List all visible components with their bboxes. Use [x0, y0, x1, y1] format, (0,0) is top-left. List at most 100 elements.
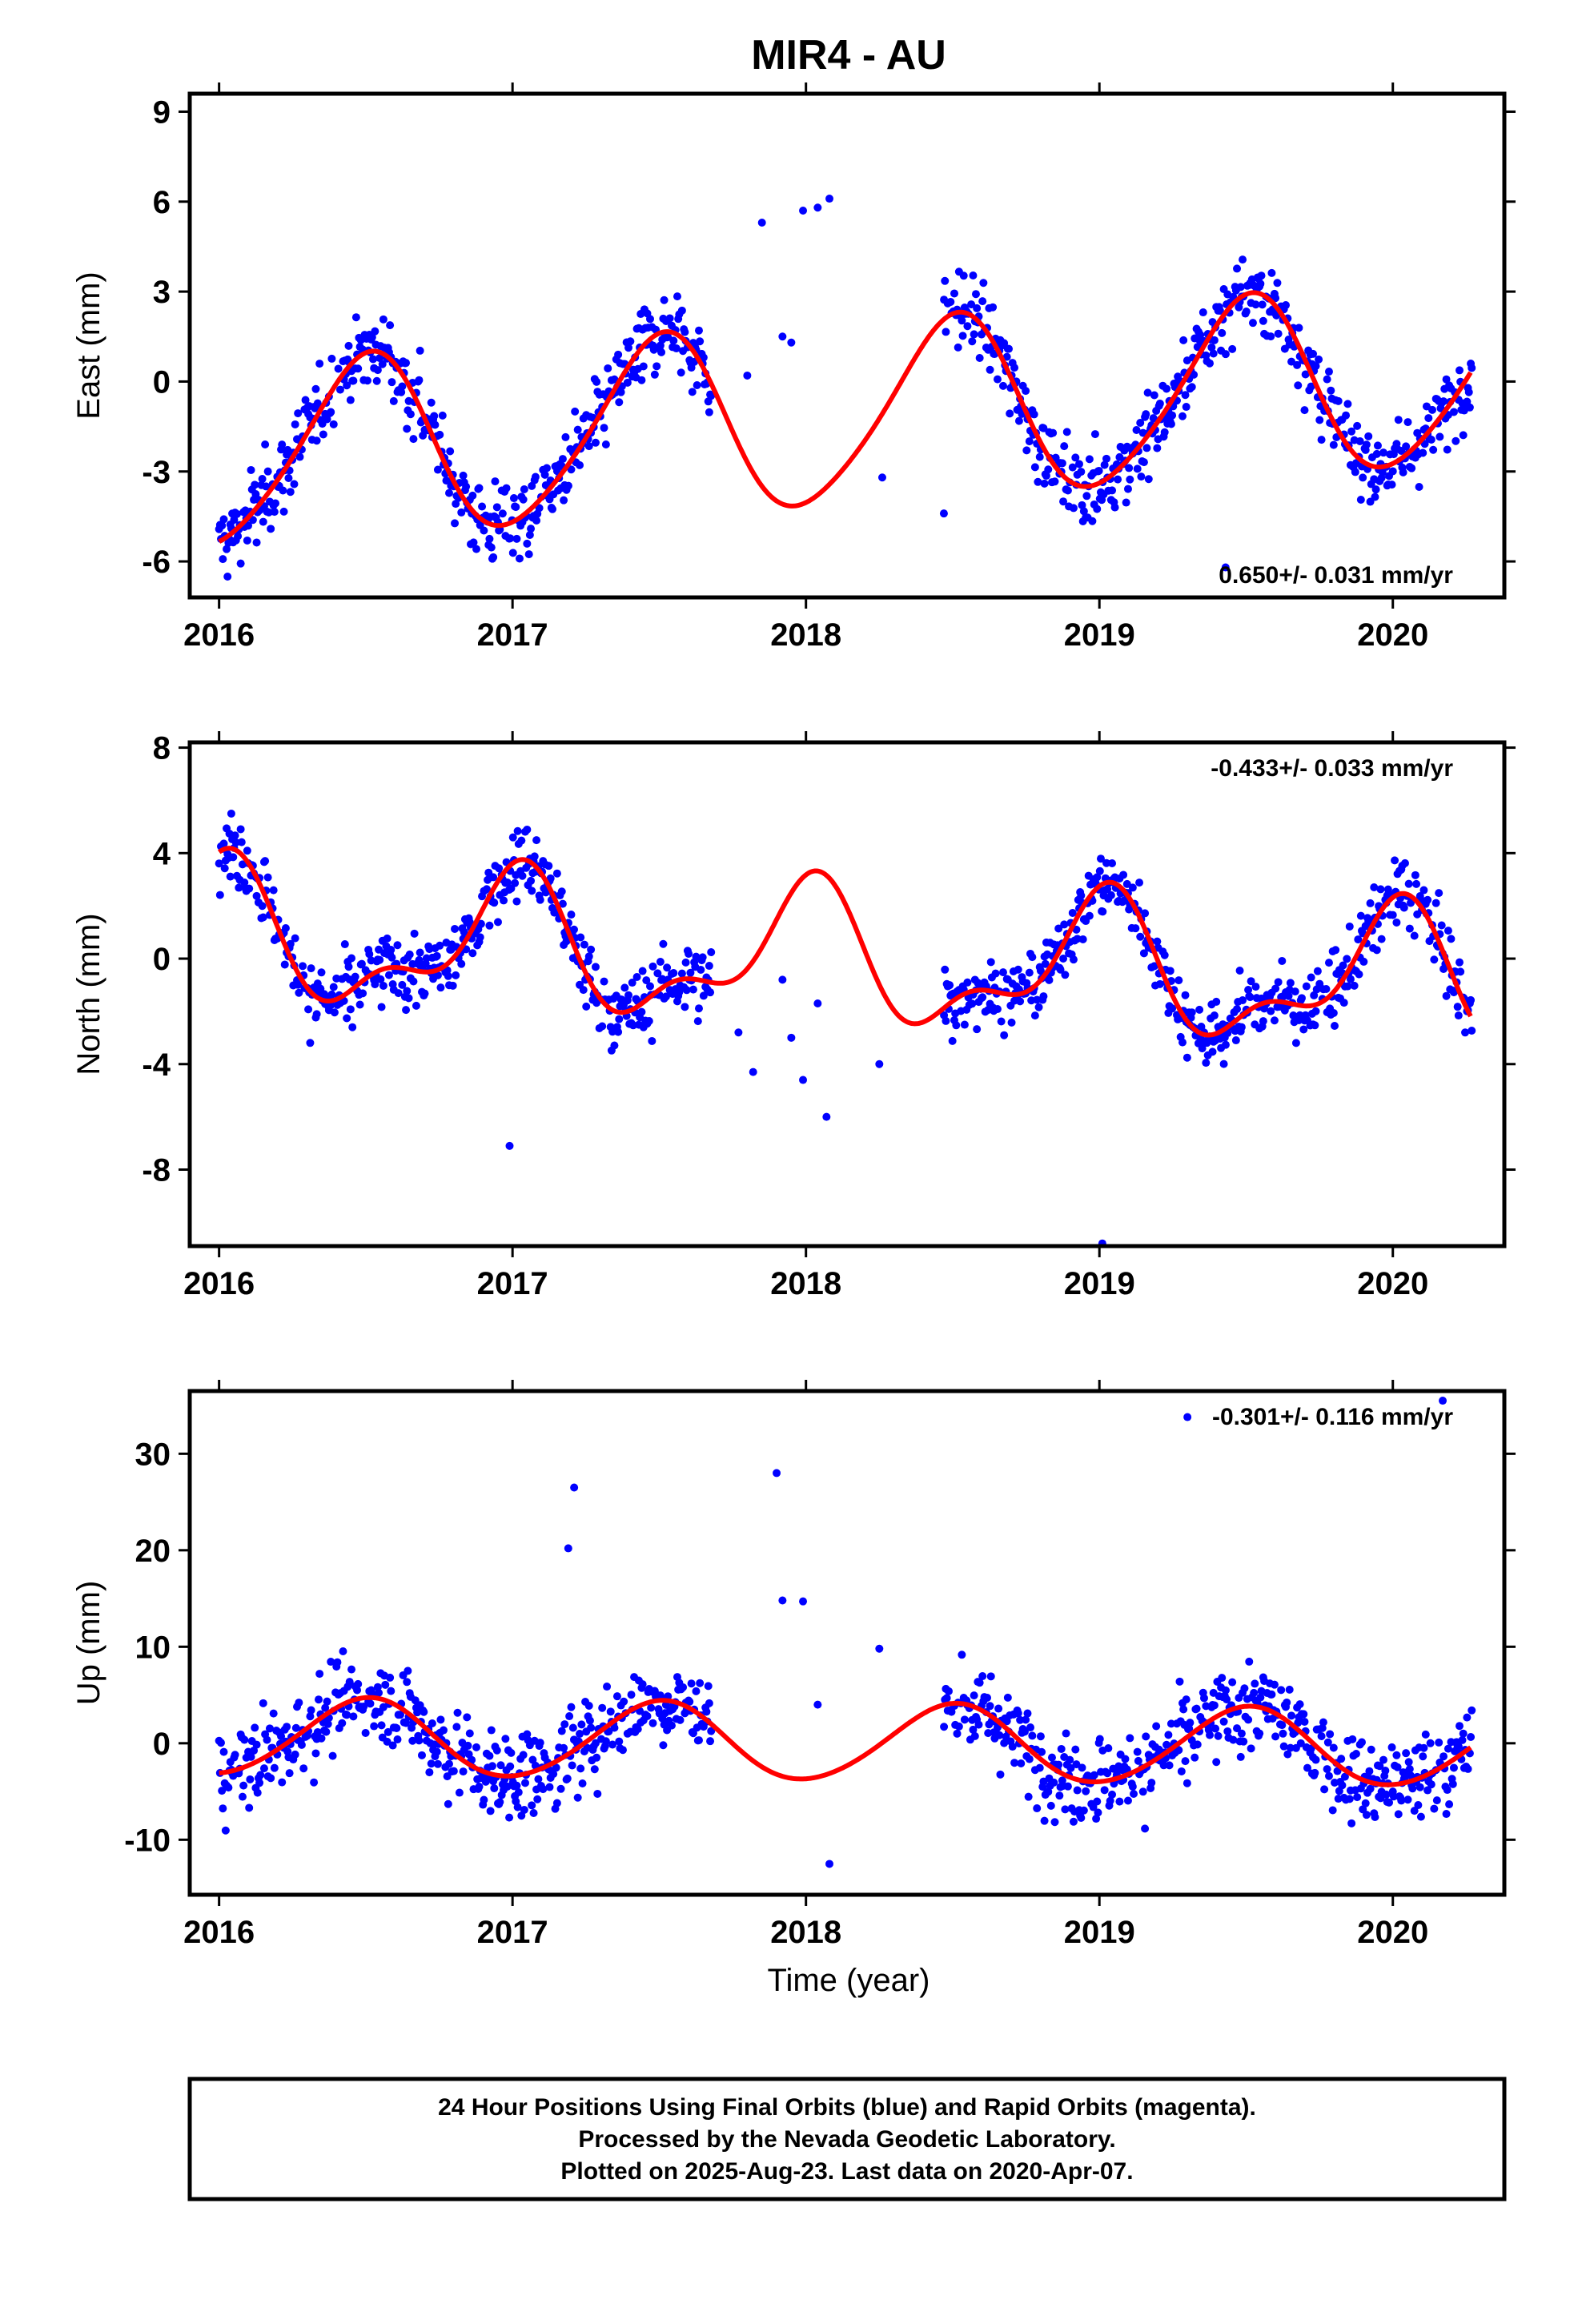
east-point [512, 534, 521, 543]
up-point [1414, 1801, 1423, 1810]
east-point [1301, 370, 1310, 379]
north-point [340, 940, 349, 949]
north-point [659, 939, 668, 948]
east-point [232, 509, 241, 518]
east-point [295, 452, 304, 461]
east-point [1030, 463, 1039, 472]
up-point [265, 1724, 274, 1733]
east-point [1329, 440, 1338, 449]
north-point [457, 959, 466, 968]
up-point [1392, 1751, 1401, 1759]
east-point [267, 525, 275, 533]
east-fit-curve [218, 290, 1473, 544]
up-point [576, 1764, 585, 1773]
north-point [398, 980, 407, 989]
up-point [1211, 1724, 1220, 1733]
north-point [387, 945, 396, 954]
north-point [346, 1005, 355, 1014]
east-point [1294, 381, 1303, 390]
north-point [787, 1033, 796, 1042]
east-point [1315, 355, 1323, 364]
north-point [1135, 879, 1144, 887]
east-point [1044, 465, 1053, 474]
north-point [448, 981, 457, 990]
up-point [606, 1707, 615, 1716]
north-point [1061, 971, 1070, 979]
north-point [628, 979, 636, 987]
up-point [1285, 1685, 1294, 1694]
north-point [1244, 986, 1253, 995]
up-point [539, 1785, 548, 1794]
north-point [1195, 1005, 1204, 1014]
east-point [1110, 503, 1119, 512]
up-point [1345, 1795, 1354, 1803]
north-point [1286, 979, 1295, 987]
east-point [558, 455, 567, 464]
east-point [294, 409, 303, 418]
up-point [428, 1719, 436, 1727]
east-point [402, 359, 411, 368]
north-point [393, 941, 402, 950]
footer-box: 24 Hour Positions Using Final Orbits (bl… [187, 2077, 1507, 2201]
up-point [1228, 1678, 1237, 1687]
east-point [1074, 460, 1083, 468]
up-point [1404, 1758, 1413, 1767]
north-frame [187, 740, 1507, 1248]
east-point [1114, 475, 1122, 484]
north-point [1297, 994, 1306, 1003]
east-point [480, 526, 488, 535]
north-point [1068, 908, 1077, 917]
up-point [1347, 1819, 1356, 1827]
east-point [591, 438, 600, 447]
east-point [459, 471, 468, 480]
north-point [357, 959, 366, 968]
up-point [1000, 1739, 1009, 1747]
up-point [1223, 1727, 1232, 1735]
up-point [1271, 1732, 1280, 1741]
up-point [1199, 1694, 1208, 1703]
north-point [579, 986, 588, 995]
up-point [942, 1694, 951, 1703]
north-point [697, 966, 705, 975]
east-point [1449, 408, 1458, 416]
up-point [958, 1651, 966, 1659]
up-point [278, 1778, 287, 1787]
up-point [1103, 1769, 1112, 1778]
east-point [223, 573, 232, 581]
up-point [1295, 1700, 1304, 1709]
east-point [485, 534, 494, 543]
north-point [229, 853, 238, 862]
east-point [1051, 453, 1060, 462]
up-point [1040, 1816, 1049, 1825]
up-point [327, 1658, 335, 1667]
east-point [1100, 460, 1109, 469]
up-point [1427, 1780, 1435, 1789]
east-point [519, 495, 528, 504]
up-point [1239, 1737, 1248, 1746]
north-point [1237, 1023, 1246, 1031]
up-point [1389, 1792, 1398, 1801]
east-point [1399, 468, 1407, 476]
up-point [1455, 1722, 1464, 1731]
north-point [532, 836, 541, 845]
up-point [533, 1795, 542, 1803]
up-point [667, 1721, 676, 1730]
east-point [1273, 279, 1282, 287]
north-point [991, 969, 1000, 978]
north-point [444, 971, 452, 980]
east-point [271, 499, 280, 508]
north-point [412, 1001, 420, 1010]
up-point [1379, 1755, 1387, 1764]
up-point [245, 1803, 254, 1812]
up-point [1038, 1747, 1046, 1756]
east-point [1455, 366, 1464, 375]
east-point [1077, 468, 1086, 476]
east-point [1443, 445, 1452, 454]
up-point [1371, 1812, 1379, 1821]
east-point [1355, 436, 1364, 445]
east-point [968, 337, 977, 346]
up-point [291, 1723, 300, 1732]
north-point [512, 897, 521, 906]
east-point [970, 330, 978, 339]
up-point [707, 1727, 716, 1735]
